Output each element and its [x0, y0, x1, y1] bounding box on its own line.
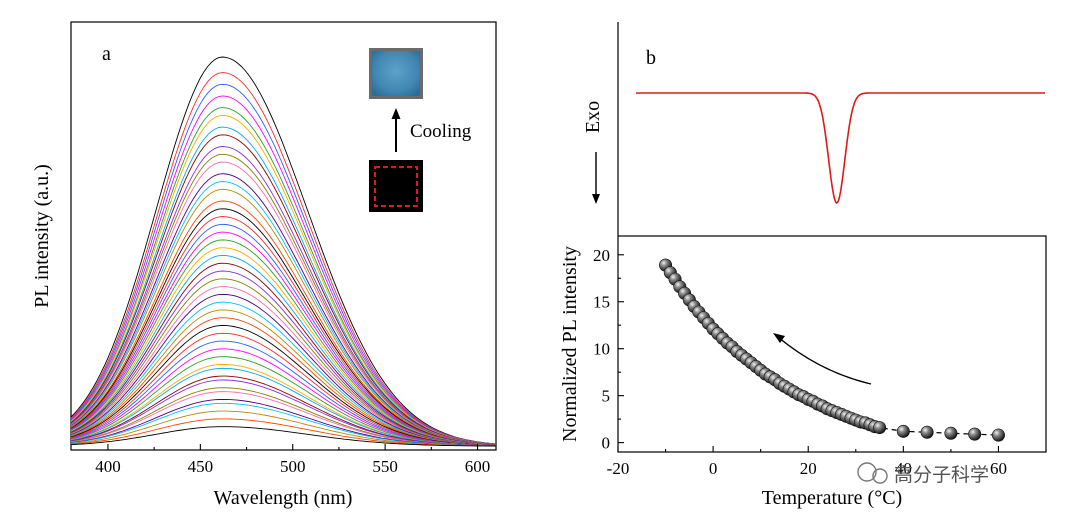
panel-a-x-axis-label: Wavelength (nm)	[214, 487, 353, 509]
dsc-curve	[636, 93, 1045, 203]
panel-a-y-axis-label: PL intensity (a.u.)	[31, 164, 53, 308]
panel-b-x-axis-label: Temperature (°C)	[762, 487, 902, 509]
x-tick-label: 20	[800, 459, 817, 478]
y-tick-label: 15	[593, 293, 610, 312]
y-tick-label: 5	[602, 387, 611, 406]
x-tick-label: 600	[465, 457, 491, 476]
panel-b-y-axis-label: Normalized PL intensity	[559, 246, 581, 442]
y-tick-label: 0	[602, 434, 611, 453]
cooling-direction-arrow	[778, 337, 871, 384]
data-point	[897, 425, 909, 437]
y-tick-label: 20	[593, 246, 610, 265]
panel-a-label: a	[102, 43, 111, 65]
data-point	[921, 426, 933, 438]
watermark-text: 高分子科学	[894, 464, 989, 486]
x-tick-label: 400	[95, 457, 121, 476]
x-tick-label: 0	[709, 459, 718, 478]
panel-b-bottom-frame	[618, 236, 1046, 452]
x-tick-label: 450	[188, 457, 214, 476]
exo-label: Exo	[582, 101, 604, 133]
x-tick-label: 500	[280, 457, 306, 476]
panel-b-label: b	[646, 47, 656, 69]
pl-intensity-points	[659, 259, 1004, 441]
watermark: 高分子科学	[858, 463, 989, 486]
data-point	[968, 428, 980, 440]
panel-a-x-axis: 400 450 500 550 600	[95, 444, 490, 476]
x-tick-label: 550	[372, 457, 398, 476]
figure: 400 450 500 550 600 a Wavelength (nm) PL int…	[0, 0, 1080, 523]
pl-spectrum-curve	[71, 217, 496, 445]
sample-photo-inset: Cooling	[369, 48, 472, 212]
pl-spectra-curves	[71, 57, 496, 446]
x-tick-label: 60	[990, 459, 1007, 478]
data-point	[873, 421, 885, 433]
y-tick-label: 10	[593, 340, 610, 359]
data-point	[945, 427, 957, 439]
cooling-label: Cooling	[410, 121, 472, 142]
panel-a: 400 450 500 550 600 a Wavelength (nm) PL int…	[31, 22, 496, 509]
data-point	[992, 429, 1004, 441]
glowing-sample	[372, 51, 420, 96]
exo-arrow-head	[592, 194, 600, 204]
cooling-arrow-head	[392, 108, 401, 119]
x-tick-label: -20	[607, 459, 630, 478]
